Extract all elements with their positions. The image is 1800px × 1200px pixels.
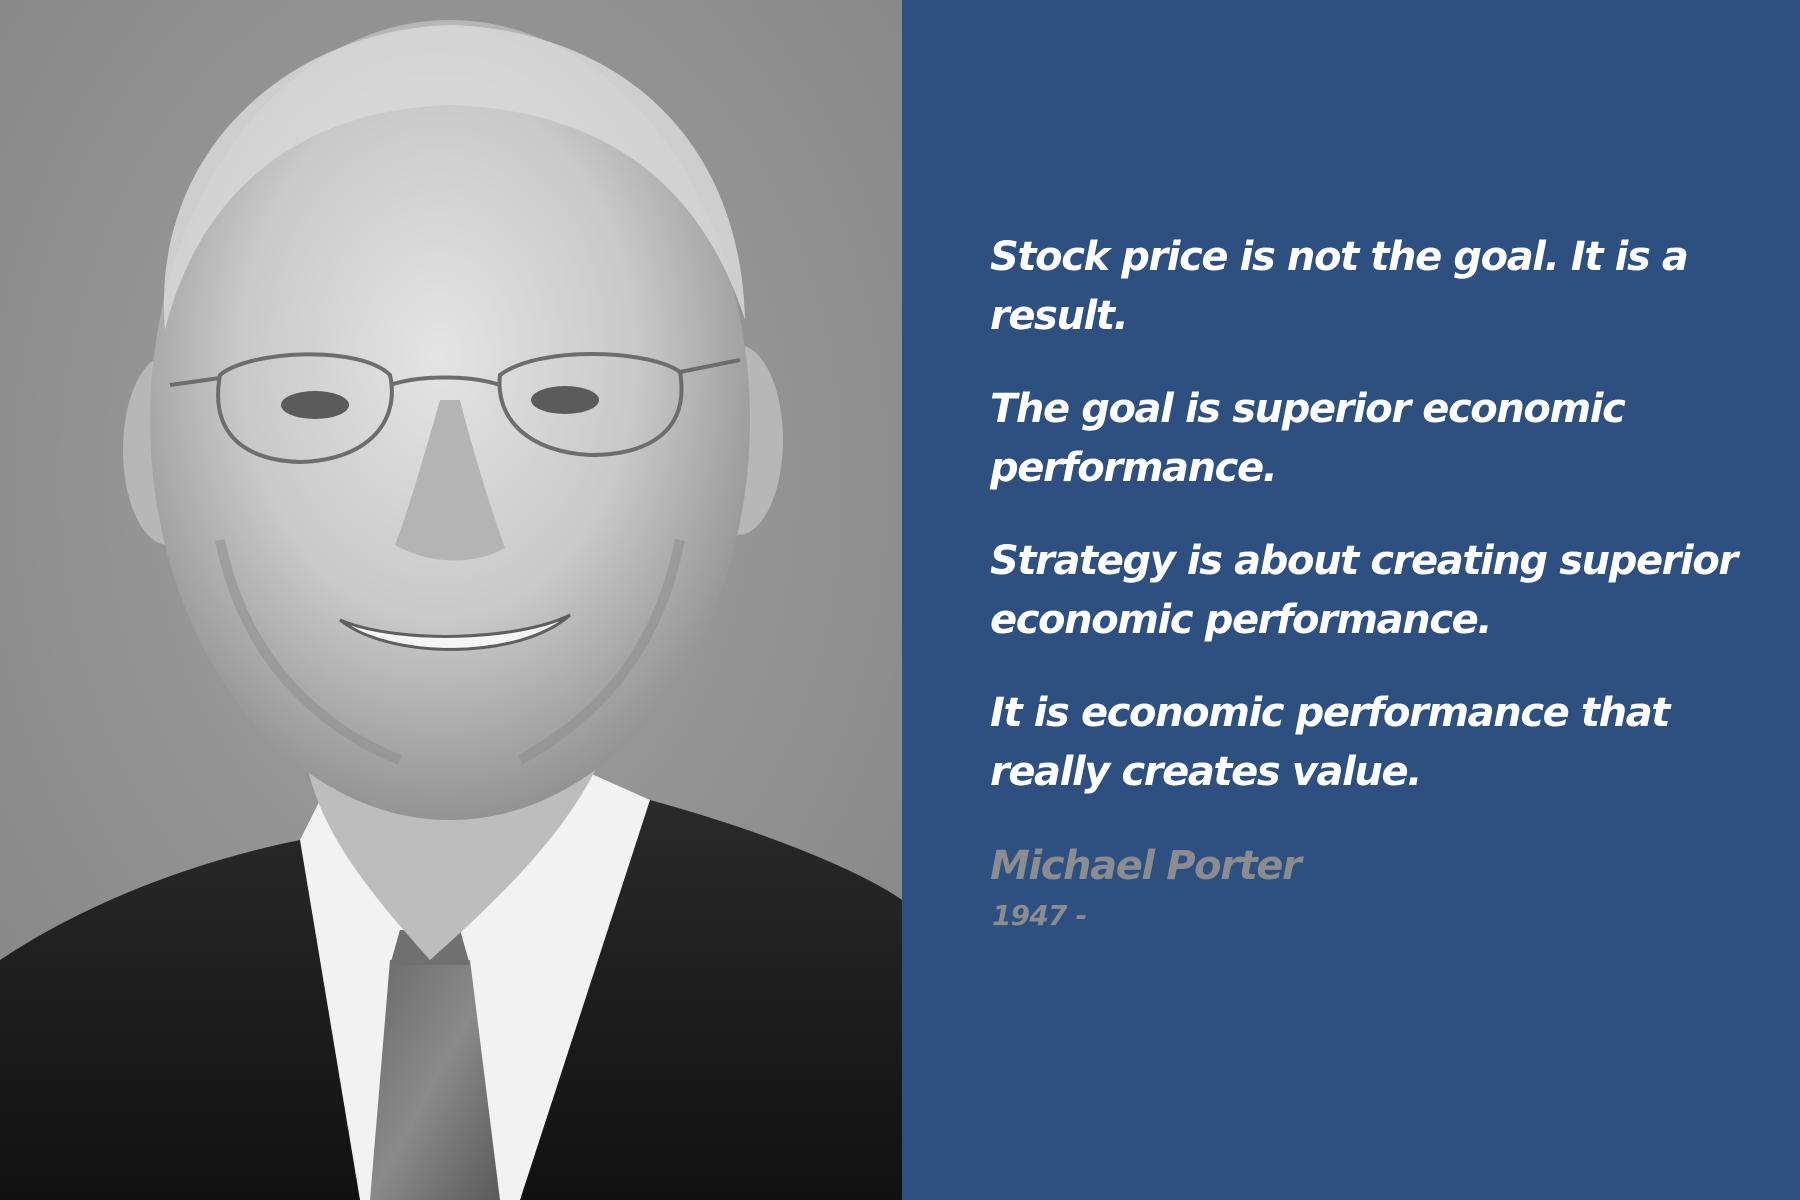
- quote-line: It is economic performance that really c…: [990, 690, 1670, 795]
- quote-line: Strategy is about creating superior econ…: [990, 538, 1738, 643]
- author-years: 1947 -: [992, 899, 1087, 932]
- quote-body: Stock price is not the goal. It is a res…: [990, 228, 1770, 934]
- quote-line: Stock price is not the goal. It is a res…: [990, 234, 1689, 339]
- portrait-photo-icon: [0, 0, 902, 1200]
- quote-line: The goal is superior economic performanc…: [990, 386, 1626, 491]
- author-name: Michael Porter: [990, 843, 1302, 889]
- quote-panel: Stock price is not the goal. It is a res…: [902, 0, 1800, 1200]
- portrait-photo: [0, 0, 902, 1200]
